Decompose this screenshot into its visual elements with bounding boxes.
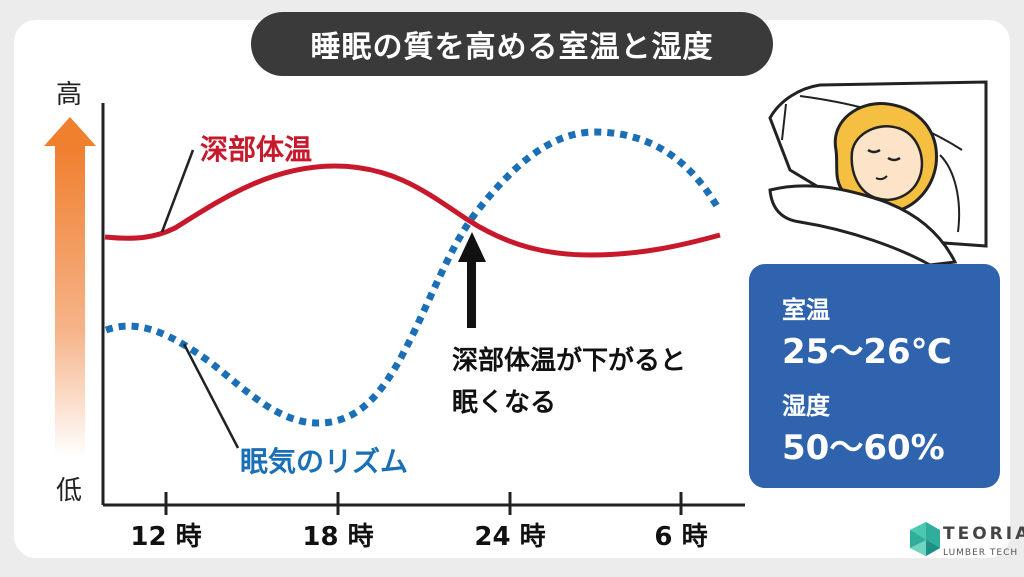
sleepiness-leader-line [182, 343, 240, 449]
teoria-logo-mark [910, 522, 940, 556]
tick-label: 18 時 [302, 522, 374, 552]
low-label: 低 [56, 476, 83, 506]
temp-value: 25〜26℃ [782, 332, 952, 372]
tick-label: 12 時 [130, 522, 202, 552]
series-label-temperature: 深部体温 [200, 133, 313, 166]
tick-label: 24 時 [474, 522, 546, 552]
logo-brand: TEORIA [943, 524, 1024, 544]
high-low-arrow [44, 117, 96, 457]
tick-label: 6 時 [654, 522, 708, 552]
annotation-line: 眠くなる [452, 388, 557, 418]
recommendation-box: 室温 25〜26℃ 湿度 50〜60% [749, 264, 1000, 488]
crossing-arrow [458, 232, 486, 328]
sleeping-person-illustration [768, 80, 988, 267]
annotation-line: 深部体温が下がると [452, 346, 687, 376]
humidity-label: 湿度 [782, 392, 830, 420]
page-title: 睡眠の質を高める室温と湿度 [251, 12, 773, 76]
teoria-logo: TEORIA LUMBER TECH [905, 518, 1024, 574]
series-line-sleepiness [104, 128, 722, 427]
series-label-sleepiness: 眠気のリズム [240, 445, 409, 478]
humidity-value: 50〜60% [782, 428, 945, 468]
series-line-temperature [104, 163, 721, 258]
logo-sub: LUMBER TECH [943, 548, 1019, 558]
annotation-text: 深部体温が下がると 眠くなる [452, 340, 686, 424]
temp-label: 室温 [782, 296, 830, 324]
temperature-leader-line [160, 149, 195, 233]
high-label: 高 [56, 80, 83, 110]
